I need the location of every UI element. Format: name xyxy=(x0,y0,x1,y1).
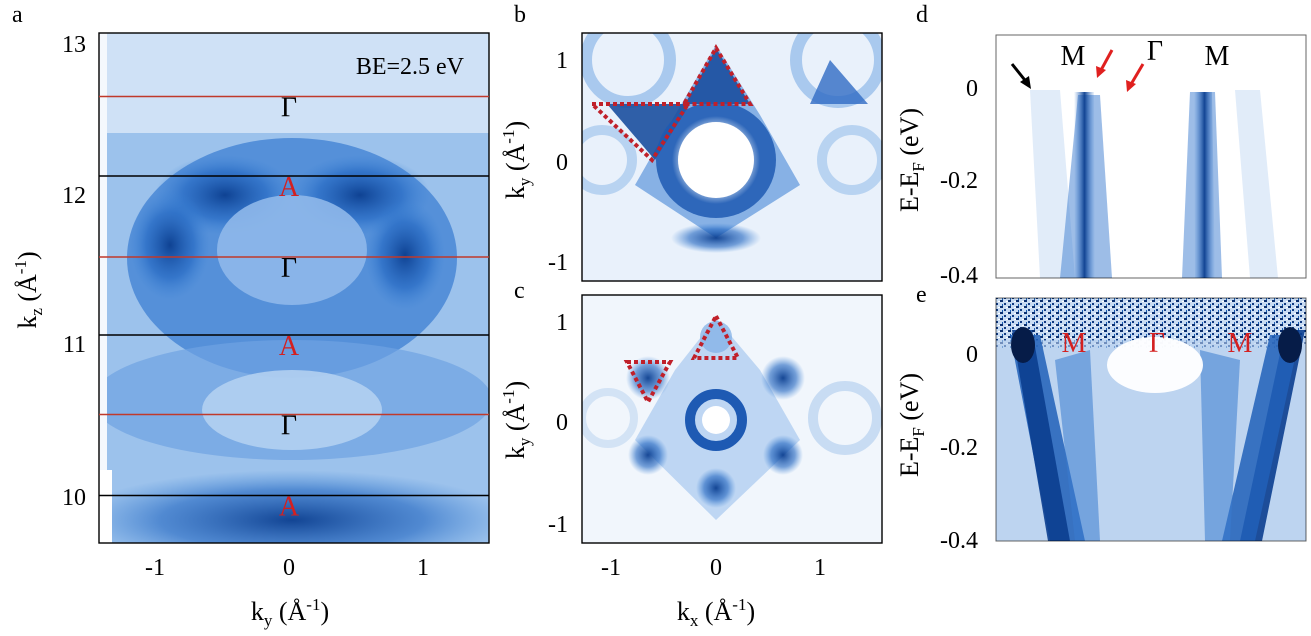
panel-a-ytick: 11 xyxy=(63,332,86,358)
panel-e-ytick: 0 xyxy=(966,342,978,368)
panel-d-ytick: -0.4 xyxy=(940,263,978,289)
panel-a-kz-lines: Γ A Γ A Γ A xyxy=(99,93,489,523)
panel-c-frame xyxy=(581,294,883,544)
panel-b-ytick: 0 xyxy=(556,150,568,176)
panel-d-intensity-map xyxy=(996,35,1306,278)
panel-d: M Γ M 0 -0.2 -0.4 E-EF (eV) d xyxy=(895,2,1307,289)
panel-b-ytick: 1 xyxy=(556,48,568,74)
panel-b-intensity-map xyxy=(582,33,882,281)
panel-a-ytick: 13 xyxy=(62,32,86,58)
panel-a-kz-line-label: Γ xyxy=(281,253,297,284)
panel-d-label-m-left: M xyxy=(1061,41,1086,72)
panel-c-triangle-top xyxy=(690,311,742,360)
panel-letter-d: d xyxy=(916,2,928,28)
red-arrow-icon xyxy=(1126,63,1145,92)
panel-c-intensity-map xyxy=(582,295,882,543)
panel-e-label-gamma: Γ xyxy=(1149,328,1165,359)
panel-e-ytick: -0.2 xyxy=(940,435,978,461)
panel-c: 1 0 -1 -1 0 1 ky (Å-1) kx (Å-1) c xyxy=(499,278,883,630)
panel-c-ytick: 1 xyxy=(556,310,568,336)
panel-a-ytick: 12 xyxy=(62,183,86,209)
panel-b-frame xyxy=(581,32,883,282)
panel-c-ylabel: ky (Å-1) xyxy=(499,381,534,459)
panel-c-xticks: -1 0 1 xyxy=(601,555,826,581)
panel-a-xtick: 0 xyxy=(283,555,295,581)
panel-c-yticks: 1 0 -1 xyxy=(548,310,568,538)
black-arrow-icon xyxy=(1010,63,1031,89)
panel-a-frame xyxy=(98,32,490,544)
panel-e-ytick: -0.4 xyxy=(940,528,978,554)
panel-c-triangle-left xyxy=(623,360,674,407)
panel-b-ytick: -1 xyxy=(548,250,568,276)
panel-b: 1 0 -1 ky (Å-1) b xyxy=(499,2,883,282)
panel-a-annotation: BE=2.5 eV xyxy=(356,54,465,80)
panel-c-xlabel: kx (Å-1) xyxy=(677,595,755,630)
red-arrow-icon xyxy=(1096,49,1114,78)
panel-d-frame xyxy=(995,34,1307,279)
panel-a-xticks: -1 0 1 xyxy=(145,555,429,581)
panel-a-kz-line-label: Γ xyxy=(281,411,297,442)
panel-e-label-m-right: M xyxy=(1228,328,1253,359)
panel-e-ylabel: E-EF (eV) xyxy=(895,373,928,477)
panel-e-intensity-map xyxy=(996,298,1306,541)
panel-d-label-m-right: M xyxy=(1205,41,1230,72)
panel-e-frame xyxy=(995,297,1307,542)
panel-letter-e: e xyxy=(916,282,927,308)
panel-a-ylabel: kz (Å-1) xyxy=(11,251,46,328)
panel-a-kz-line-label: Γ xyxy=(281,93,297,124)
panel-d-ytick: 0 xyxy=(966,76,978,102)
panel-c-ytick: 0 xyxy=(556,410,568,436)
panel-e-label-m-left: M xyxy=(1062,328,1087,359)
panel-d-ylabel: E-EF (eV) xyxy=(895,108,928,212)
panel-letter-a: a xyxy=(12,2,23,28)
panel-a-yticks: 13 12 11 10 xyxy=(62,32,86,511)
panel-a-xtick: 1 xyxy=(417,555,429,581)
panel-a-kz-line-label: A xyxy=(279,172,300,203)
panel-e: M Γ M 0 -0.2 -0.4 E-EF (eV) e xyxy=(895,282,1307,554)
panel-e-yticks: 0 -0.2 -0.4 xyxy=(940,342,978,554)
panel-a-ytick: 10 xyxy=(62,485,86,511)
panel-b-triangle-left xyxy=(586,102,692,164)
panel-a-xlabel: ky (Å-1) xyxy=(251,595,329,630)
panel-a-kz-line-label: A xyxy=(279,331,300,362)
panel-letter-b: b xyxy=(514,2,526,28)
panel-b-triangle-top xyxy=(680,44,754,106)
panel-b-yticks: 1 0 -1 xyxy=(548,48,568,276)
panel-c-xtick: -1 xyxy=(601,555,621,581)
panel-d-yticks: 0 -0.2 -0.4 xyxy=(940,76,978,289)
panel-c-ytick: -1 xyxy=(548,512,568,538)
panel-d-ytick: -0.2 xyxy=(940,168,978,194)
panel-b-ylabel: ky (Å-1) xyxy=(499,121,534,199)
panel-c-xtick: 0 xyxy=(710,555,722,581)
panel-letter-c: c xyxy=(514,278,525,304)
panel-a-xtick: -1 xyxy=(145,555,165,581)
panel-a-kz-line-label: A xyxy=(279,492,300,523)
panel-c-xtick: 1 xyxy=(814,555,826,581)
panel-a-intensity-map xyxy=(99,33,489,543)
panel-d-label-gamma: Γ xyxy=(1147,36,1163,67)
